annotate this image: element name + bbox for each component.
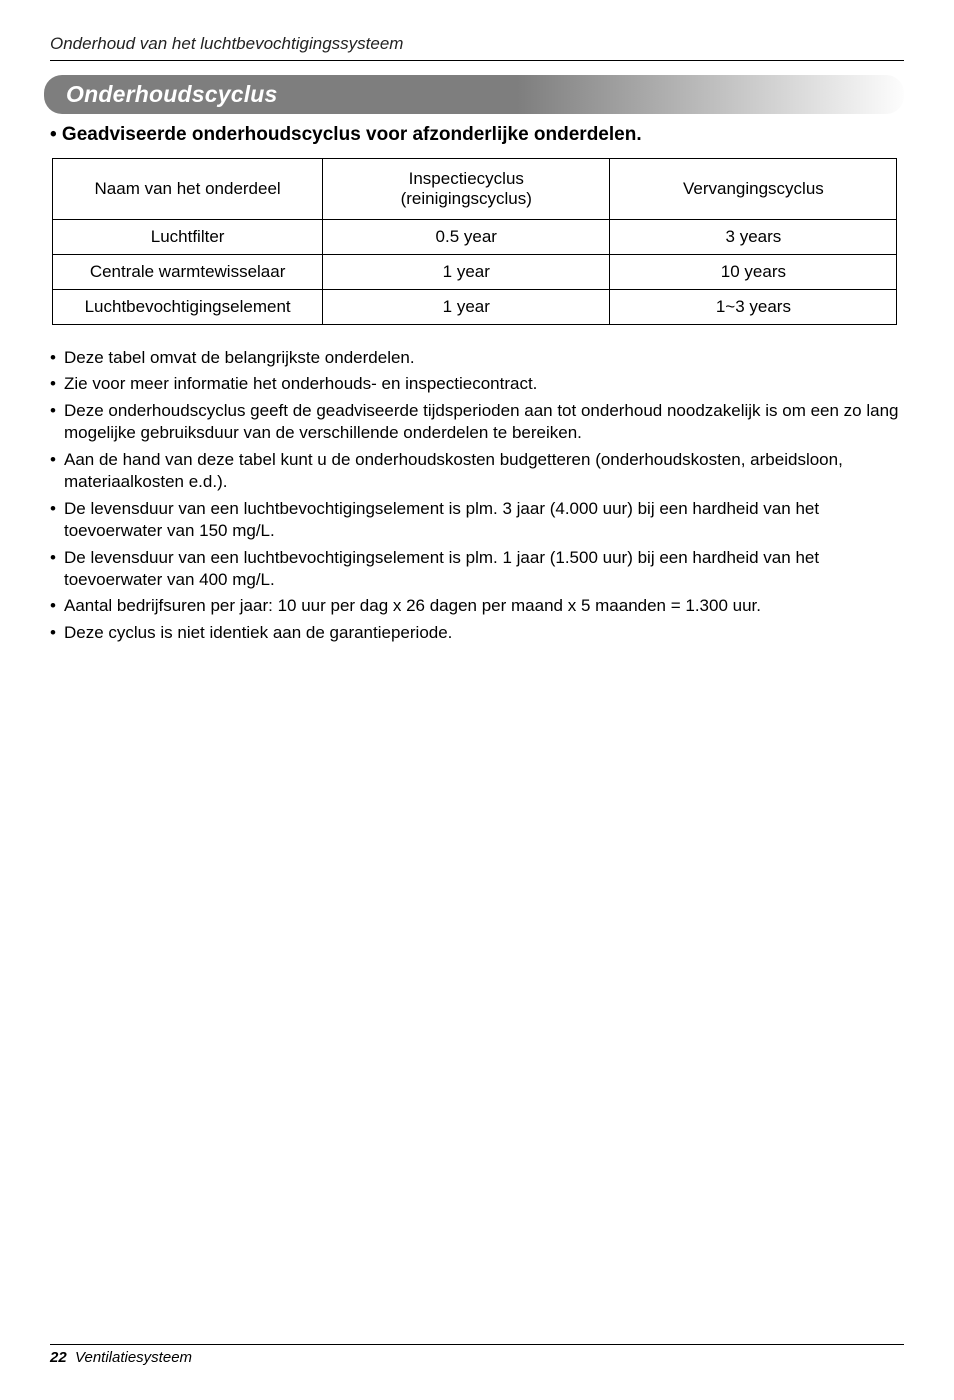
list-item: Aan de hand van deze tabel kunt u de ond…: [50, 449, 904, 494]
list-item: Zie voor meer informatie het onderhouds-…: [50, 373, 904, 395]
table-cell: 3 years: [610, 220, 897, 255]
table-cell: Luchtfilter: [53, 220, 323, 255]
list-item: Deze tabel omvat de belangrijkste onderd…: [50, 347, 904, 369]
table-row: Luchtbevochtigingselement 1 year 1~3 yea…: [53, 290, 897, 325]
list-item: Deze cyclus is niet identiek aan de gara…: [50, 622, 904, 644]
section-title-pill: Onderhoudscyclus: [44, 75, 904, 114]
maintenance-table: Naam van het onderdeel Inspectiecyclus(r…: [52, 158, 897, 325]
page-footer: 22 Ventilatiesysteem: [50, 1344, 904, 1366]
list-item: Aantal bedrijfsuren per jaar: 10 uur per…: [50, 595, 904, 617]
table-cell: 10 years: [610, 255, 897, 290]
table-cell: Luchtbevochtigingselement: [53, 290, 323, 325]
notes-list: Deze tabel omvat de belangrijkste onderd…: [50, 347, 904, 644]
running-head: Onderhoud van het luchtbevochtigingssyst…: [50, 34, 904, 61]
section-subhead: • Geadviseerde onderhoudscyclus voor afz…: [50, 124, 904, 146]
section-title-text: Onderhoudscyclus: [66, 81, 278, 107]
table-header-cell: Naam van het onderdeel: [53, 159, 323, 220]
table-row: Centrale warmtewisselaar 1 year 10 years: [53, 255, 897, 290]
table-cell: Centrale warmtewisselaar: [53, 255, 323, 290]
table-cell: 0.5 year: [323, 220, 610, 255]
table-header-cell: Vervangingscyclus: [610, 159, 897, 220]
table-cell: 1 year: [323, 255, 610, 290]
table-header-row: Naam van het onderdeel Inspectiecyclus(r…: [53, 159, 897, 220]
page-number: 22: [50, 1349, 67, 1366]
footer-doc-title: Ventilatiesysteem: [75, 1349, 192, 1366]
table-header-cell: Inspectiecyclus(reinigingscyclus): [323, 159, 610, 220]
list-item: Deze onderhoudscyclus geeft de geadvisee…: [50, 400, 904, 445]
table-row: Luchtfilter 0.5 year 3 years: [53, 220, 897, 255]
list-item: De levensduur van een luchtbevochtigings…: [50, 547, 904, 592]
table-cell: 1 year: [323, 290, 610, 325]
list-item: De levensduur van een luchtbevochtigings…: [50, 498, 904, 543]
table-cell: 1~3 years: [610, 290, 897, 325]
